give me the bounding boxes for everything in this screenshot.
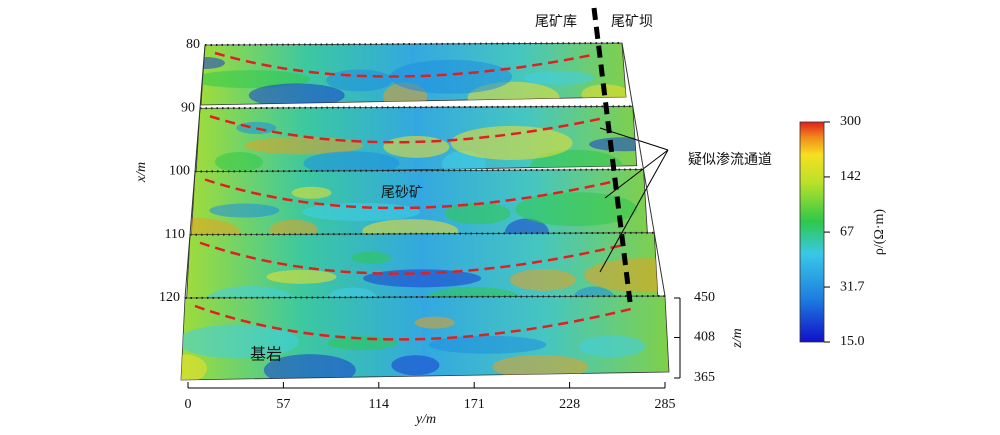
y-axis-label: y/m — [414, 412, 436, 427]
resistivity-zone — [524, 71, 595, 85]
resistivity-zone — [450, 125, 573, 160]
leader-lines — [599, 127, 669, 273]
resistivity-zone — [583, 258, 659, 293]
y-tick-label: 0 — [185, 397, 192, 412]
y-tick-label: 57 — [276, 397, 290, 412]
resistivity-zone — [579, 335, 646, 358]
x-tick-label: 80 — [186, 37, 200, 52]
z-tick-label: 450 — [694, 290, 715, 305]
y-tick-label: 228 — [559, 397, 580, 412]
y-tick-label: 171 — [464, 397, 485, 412]
resistivity-zone — [209, 203, 280, 218]
x-axis-label: x/m — [134, 162, 149, 183]
resistivity-zone — [291, 186, 332, 199]
resistivity-zone — [201, 70, 310, 89]
resistivity-zone — [515, 192, 638, 227]
resistivity-zone — [301, 202, 420, 221]
annotation: 基岩 — [250, 345, 282, 364]
frame-edge — [621, 42, 666, 297]
z-tick-label: 408 — [694, 330, 715, 345]
resistivity-zone — [214, 151, 263, 172]
electrode-line — [189, 231, 655, 236]
boundary-line — [194, 304, 636, 341]
resistivity-zone — [248, 83, 345, 105]
section-texture — [201, 57, 626, 105]
boundary-line — [209, 115, 604, 144]
electrode-line — [204, 42, 623, 46]
resistivity-zone — [351, 251, 392, 264]
resistivity-zone — [383, 135, 450, 158]
x-tick-label: 120 — [159, 290, 180, 305]
resistivity-zone — [428, 335, 547, 354]
y-tick-label: 114 — [369, 397, 389, 412]
resistivity-zone — [390, 59, 513, 94]
resistivity-zone — [266, 269, 337, 284]
annotation: 尾矿坝 — [611, 14, 653, 30]
resistivity-zone — [589, 137, 637, 152]
frame-edge — [184, 44, 206, 299]
z-axis-label: z/m — [730, 328, 745, 348]
resistivity-zone — [530, 149, 623, 174]
colorbar-tick-label: 300 — [840, 114, 861, 129]
resistivity-zone — [181, 354, 207, 380]
colorbar-tick-label: 67 — [840, 224, 854, 239]
boundary-line — [204, 178, 614, 210]
z-tick-label: 365 — [694, 370, 715, 385]
resistivity-zone — [492, 354, 589, 379]
resistivity-zone — [391, 355, 440, 376]
resistivity-zone — [467, 81, 560, 105]
y-tick-label: 285 — [655, 397, 676, 412]
boundary-line — [199, 241, 625, 275]
colorbar-tick-label: 31.7 — [840, 279, 865, 294]
resistivity-zone — [236, 121, 277, 134]
boundary-line — [214, 51, 593, 78]
colorbar-tick-label: 142 — [840, 169, 861, 184]
x-tick-label: 90 — [181, 100, 195, 115]
colorbar-label: ρ/(Ω·m) — [872, 209, 887, 255]
resistivity-zone — [444, 202, 511, 225]
resistivity-zone — [326, 69, 393, 92]
resistivity-zone — [201, 57, 225, 69]
annotation: 尾砂矿 — [381, 185, 423, 201]
resistivity-zone — [509, 268, 576, 291]
resistivity-zone — [303, 151, 400, 174]
electrode-line — [199, 105, 633, 110]
resistivity-zone — [181, 324, 299, 359]
x-tick-label: 100 — [169, 164, 190, 179]
annotation: 尾矿库 — [535, 14, 577, 30]
resistivity-zone — [414, 316, 455, 329]
colorbar — [799, 121, 825, 343]
sections — [180, 42, 670, 381]
x-tick-label: 110 — [165, 227, 185, 242]
resistivity-zone — [244, 136, 363, 155]
resistivity-zone — [327, 336, 398, 351]
colorbar-tick-label: 15.0 — [840, 334, 865, 349]
annotation: 疑似渗流通道 — [688, 152, 772, 168]
dam-line — [591, 7, 633, 303]
